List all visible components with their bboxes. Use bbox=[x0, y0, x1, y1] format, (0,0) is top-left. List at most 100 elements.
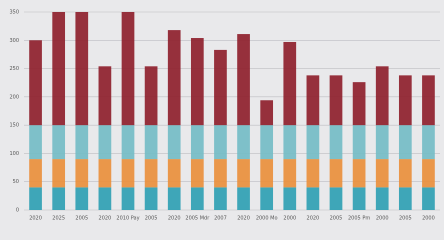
bar-segment bbox=[375, 187, 389, 210]
bar-segment bbox=[237, 34, 250, 126]
bar-segment bbox=[29, 125, 42, 160]
bar-segment bbox=[75, 125, 89, 160]
bar-segment bbox=[260, 100, 274, 126]
x-tick-label: 2005 Pm bbox=[348, 216, 370, 222]
bar-segment bbox=[398, 125, 412, 160]
bar-segment bbox=[121, 125, 135, 160]
bar-segment bbox=[422, 187, 435, 210]
bar-segment bbox=[329, 75, 343, 126]
y-tick-label: 100 bbox=[9, 151, 19, 157]
bar-segment bbox=[422, 75, 435, 126]
x-tick-label: 2020 bbox=[168, 216, 181, 222]
bar-segment bbox=[398, 75, 412, 126]
bar-segment bbox=[29, 187, 42, 210]
bar-segment bbox=[29, 40, 42, 126]
x-tick-label: 2000 bbox=[283, 216, 296, 222]
bar-segment bbox=[422, 159, 435, 188]
bar-segment bbox=[144, 187, 158, 210]
bar-segment bbox=[52, 187, 66, 210]
bar-segment bbox=[352, 159, 366, 188]
bar-segment bbox=[190, 159, 204, 188]
x-tick-label: 2005 bbox=[145, 216, 158, 222]
bar-segment bbox=[283, 159, 297, 188]
bar-segment bbox=[306, 125, 320, 160]
bar-segment bbox=[167, 125, 181, 160]
x-tick-label: 2005 bbox=[75, 216, 88, 222]
bar-segment bbox=[306, 75, 320, 126]
bar-segment bbox=[283, 125, 297, 160]
bar-segment bbox=[75, 187, 89, 210]
bar-segment bbox=[75, 159, 89, 188]
bar-segment bbox=[144, 125, 158, 160]
bar-segment bbox=[52, 12, 66, 126]
y-tick-label: 50 bbox=[13, 179, 19, 185]
bar-segment bbox=[167, 187, 181, 210]
x-tick-label: 2000 Mo bbox=[256, 216, 278, 222]
bar-segment bbox=[214, 187, 227, 210]
x-tick-label: 2020 bbox=[307, 216, 320, 222]
bar-segment bbox=[306, 187, 320, 210]
bar-segment bbox=[375, 159, 389, 188]
y-tick-label: 350 bbox=[9, 10, 19, 16]
bar-segment bbox=[121, 187, 135, 210]
bar-segment bbox=[237, 125, 250, 160]
bar-segment bbox=[260, 159, 274, 188]
x-tick-label: 2025 bbox=[52, 216, 65, 222]
bar-segment bbox=[144, 159, 158, 188]
bar-segment bbox=[98, 125, 112, 160]
bar-segment bbox=[398, 187, 412, 210]
bar-segment bbox=[167, 159, 181, 188]
bar-segment bbox=[121, 12, 135, 126]
bar-segment bbox=[52, 125, 66, 160]
bar-segment bbox=[190, 125, 204, 160]
y-tick-label: 200 bbox=[9, 94, 19, 100]
bar-segment bbox=[329, 159, 343, 188]
bar-segment bbox=[52, 159, 66, 188]
bar-segment bbox=[75, 12, 89, 126]
x-tick-label: 2005 Mdr bbox=[185, 216, 210, 222]
x-tick-label: 2020 bbox=[237, 216, 250, 222]
bar-segment bbox=[167, 30, 181, 126]
bar-segment bbox=[422, 125, 435, 160]
y-tick-label: 250 bbox=[9, 66, 19, 72]
bar-segment bbox=[98, 187, 112, 210]
x-tick-label: 2005 bbox=[330, 216, 343, 222]
bar-segment bbox=[306, 159, 320, 188]
x-tick-label: 2005 bbox=[399, 216, 412, 222]
bar-segment bbox=[190, 187, 204, 210]
x-tick-label: 2000 bbox=[376, 216, 389, 222]
bar-segment bbox=[352, 187, 366, 210]
bar-segment bbox=[283, 41, 297, 126]
bar-segment bbox=[214, 159, 227, 188]
bar-segment bbox=[214, 125, 227, 160]
bar-segment bbox=[329, 125, 343, 160]
bar-segment bbox=[260, 125, 274, 160]
bar-segment bbox=[283, 187, 297, 210]
bar-segment bbox=[237, 187, 250, 210]
bar-segment bbox=[29, 159, 42, 188]
bar-segment bbox=[352, 82, 366, 126]
x-tick-label: 2020 bbox=[29, 216, 42, 222]
bar-segment bbox=[260, 187, 274, 210]
bar-segment bbox=[329, 187, 343, 210]
bar-segment bbox=[237, 159, 250, 188]
page: {"chart_data": {"type": "stacked-bar", "… bbox=[9, 9, 440, 222]
y-tick-label: 300 bbox=[9, 38, 19, 44]
bar-segment bbox=[121, 159, 135, 188]
bar-segment bbox=[352, 125, 366, 160]
bar-segment bbox=[375, 66, 389, 126]
x-tick-label: 2020 bbox=[99, 216, 112, 222]
bar-segment bbox=[190, 38, 204, 126]
bar-segment bbox=[98, 159, 112, 188]
y-tick-label: 0 bbox=[16, 208, 19, 214]
chart: 0 50 100 150 200 250 300 350 2020 2025 2005 2020 201… bbox=[9, 10, 440, 222]
x-tick-label: 2000 bbox=[422, 216, 435, 222]
x-tick-label: 2007 bbox=[214, 216, 227, 222]
bar-segment bbox=[398, 159, 412, 188]
bar-segment bbox=[98, 66, 112, 126]
bar-segment bbox=[144, 66, 158, 126]
bar-segment bbox=[214, 49, 227, 126]
y-tick-label: 150 bbox=[9, 123, 19, 129]
x-tick-label: 2010 Pay bbox=[116, 216, 139, 222]
bar-segment bbox=[375, 125, 389, 160]
